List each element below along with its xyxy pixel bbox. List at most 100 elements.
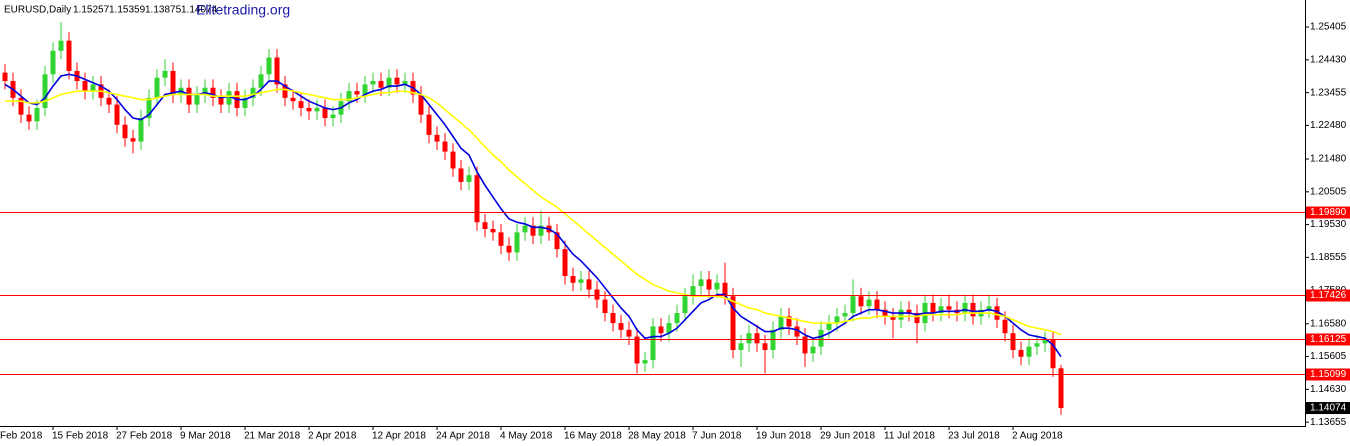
candle-body [562, 249, 568, 277]
level-label-box [1306, 368, 1350, 381]
header-open: 1.15257 [73, 5, 110, 16]
candle-body [306, 107, 312, 112]
y-tick-label: 1.13655 [1310, 417, 1347, 428]
candle-body [58, 40, 64, 51]
x-tick-label: 4 May 2018 [500, 431, 553, 442]
candle-body [290, 97, 296, 102]
x-tick-label: 2 Apr 2018 [308, 431, 357, 442]
x-tick-label: 9 Mar 2018 [180, 431, 231, 442]
candle-body [658, 326, 664, 334]
candle-body [2, 72, 8, 82]
candle-body [586, 279, 592, 290]
level-label: 1.15099 [1310, 369, 1347, 380]
candle-body [18, 97, 24, 115]
candle-body [322, 107, 328, 119]
candle-body [346, 91, 352, 102]
candle-body [626, 329, 632, 337]
candle-body [1002, 319, 1008, 334]
candle-body [722, 282, 728, 297]
candle-body [370, 81, 376, 85]
x-tick-label: 21 Mar 2018 [244, 431, 301, 442]
x-tick-label: 2 Aug 2018 [1012, 431, 1063, 442]
current-price-label: 1.14074 [1310, 403, 1347, 414]
candle-body [218, 97, 224, 105]
candle-body [466, 175, 472, 182]
header-close: 1.14074 [181, 5, 218, 16]
y-tick-label: 1.19530 [1310, 219, 1347, 230]
candle-body [258, 74, 264, 88]
x-tick-label: 15 Feb 2018 [52, 431, 109, 442]
candle-body [714, 282, 720, 290]
candle-body [1050, 339, 1056, 369]
y-tick-label: 1.23455 [1310, 87, 1347, 98]
candle-body [914, 313, 920, 324]
candle-body [50, 50, 56, 75]
candle-body [530, 225, 536, 236]
candle-body [266, 57, 272, 75]
candle-body [1042, 339, 1048, 344]
candle-body [458, 168, 464, 182]
candle-body [114, 104, 120, 125]
candle-body [738, 343, 744, 351]
candle-body [138, 118, 144, 142]
candle-body [418, 94, 424, 115]
header-low: 1.13875 [145, 5, 182, 16]
x-tick-label: 23 Jul 2018 [948, 431, 1000, 442]
candle-body [578, 279, 584, 283]
candle-body [514, 232, 520, 253]
candle-body [610, 313, 616, 324]
y-tick-label: 1.24430 [1310, 54, 1347, 65]
candle-body [938, 306, 944, 314]
x-tick-label: 24 Apr 2018 [436, 431, 490, 442]
candle-body [682, 296, 688, 314]
candle-body [842, 313, 848, 317]
candle-body [666, 323, 672, 334]
candle-body [826, 323, 832, 330]
y-tick-label: 1.16580 [1310, 318, 1347, 329]
level-label: 1.16125 [1310, 334, 1347, 345]
candle-body [250, 87, 256, 98]
candle-body [882, 309, 888, 317]
candle-body [314, 107, 320, 112]
candle-body [754, 333, 760, 344]
candle-body [490, 228, 496, 233]
candle-body [1034, 343, 1040, 347]
candle-body [994, 306, 1000, 320]
candle-body [482, 222, 488, 229]
candle-body [298, 101, 304, 108]
candle-body [866, 299, 872, 307]
y-tick-label: 1.20505 [1310, 186, 1347, 197]
candle-body [786, 316, 792, 327]
candle-body [362, 84, 368, 95]
candle-body [426, 114, 432, 135]
candle-body [330, 114, 336, 119]
candle-body [386, 77, 392, 88]
level-label: 1.17426 [1310, 290, 1347, 301]
candle-body [970, 302, 976, 317]
y-tick-label: 1.18555 [1310, 252, 1347, 263]
candle-body [82, 81, 88, 92]
candle-body [602, 299, 608, 314]
candle-body [442, 141, 448, 152]
candle-body [762, 343, 768, 351]
candle-body [778, 316, 784, 330]
candle-body [170, 70, 176, 95]
candle-body [570, 276, 576, 283]
candle-body [874, 299, 880, 310]
candle-body [946, 306, 952, 310]
y-tick-label: 1.25405 [1310, 22, 1347, 33]
candle-body [746, 333, 752, 344]
candle-body [130, 138, 136, 142]
candle-body [402, 81, 408, 85]
y-tick-label: 1.15605 [1310, 351, 1347, 362]
x-tick-label: 19 Jun 2018 [756, 431, 811, 442]
x-tick-label: 11 Jul 2018 [884, 431, 935, 442]
candle-body [538, 225, 544, 236]
candle-body [354, 91, 360, 95]
current-price-box [1306, 402, 1350, 415]
candle-body [706, 279, 712, 290]
y-tick-label: 1.14630 [1310, 384, 1347, 395]
candle-body [810, 346, 816, 354]
candle-body [802, 336, 808, 354]
